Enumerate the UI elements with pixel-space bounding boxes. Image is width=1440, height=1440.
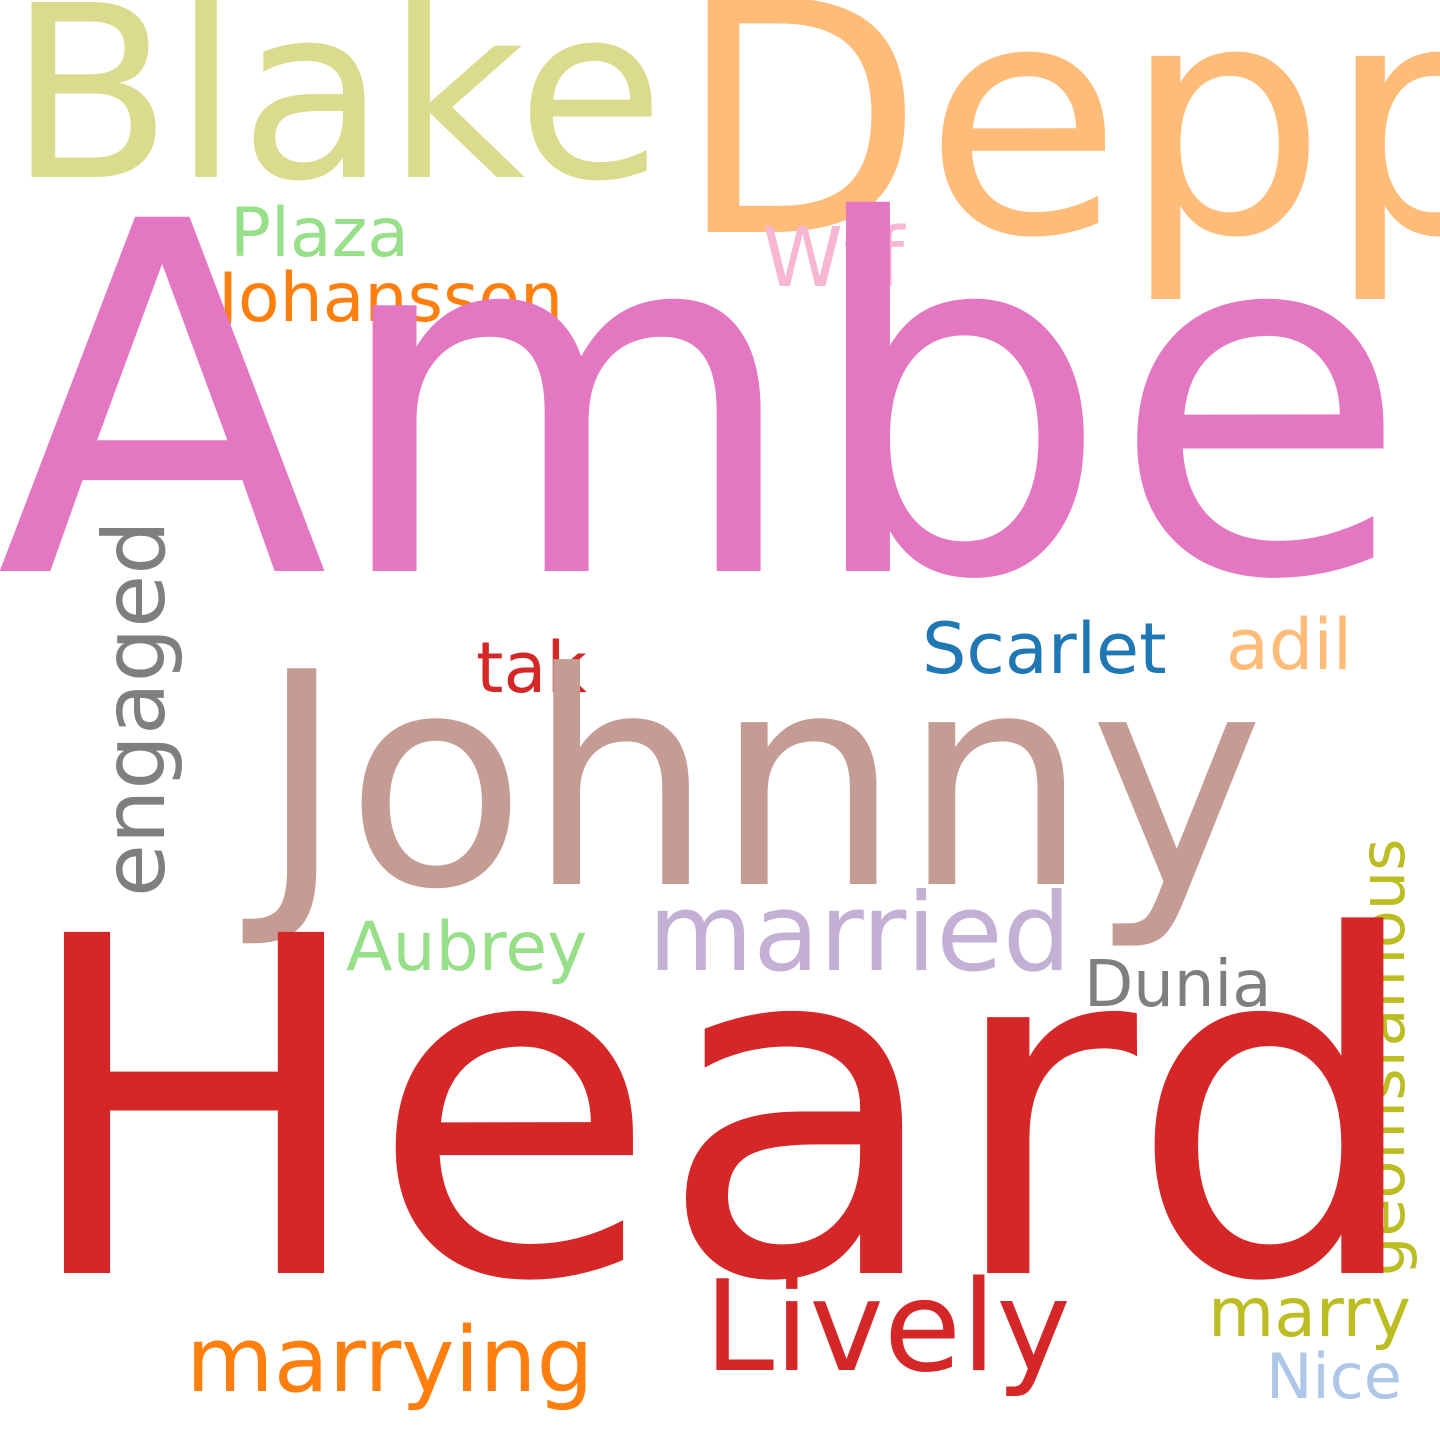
word-married: married bbox=[648, 871, 1072, 996]
word-lively: Lively bbox=[704, 1253, 1071, 1400]
word-heard: Heard bbox=[18, 840, 1426, 1384]
word-tak: tak bbox=[476, 627, 587, 709]
word-marry: marry bbox=[1208, 1274, 1411, 1353]
word-adil: adil bbox=[1226, 604, 1353, 686]
word-blake: Blake bbox=[8, 0, 665, 234]
word-depp: Depp bbox=[676, 0, 1440, 308]
word-dunia: Dunia bbox=[1084, 948, 1272, 1022]
word-scarlet: Scarlet bbox=[922, 608, 1167, 690]
word-amber: Amber bbox=[0, 120, 1440, 686]
word-nice: Nice bbox=[1266, 1340, 1402, 1413]
word-plaza: Plaza bbox=[230, 194, 409, 273]
word-johansson: Johansson bbox=[218, 259, 564, 338]
word-wtf: Wtf bbox=[762, 211, 905, 306]
word-johnny: Johnny bbox=[258, 609, 1265, 954]
word-marrying: marrying bbox=[186, 1308, 594, 1413]
word-aubrey: Aubrey bbox=[346, 908, 588, 987]
